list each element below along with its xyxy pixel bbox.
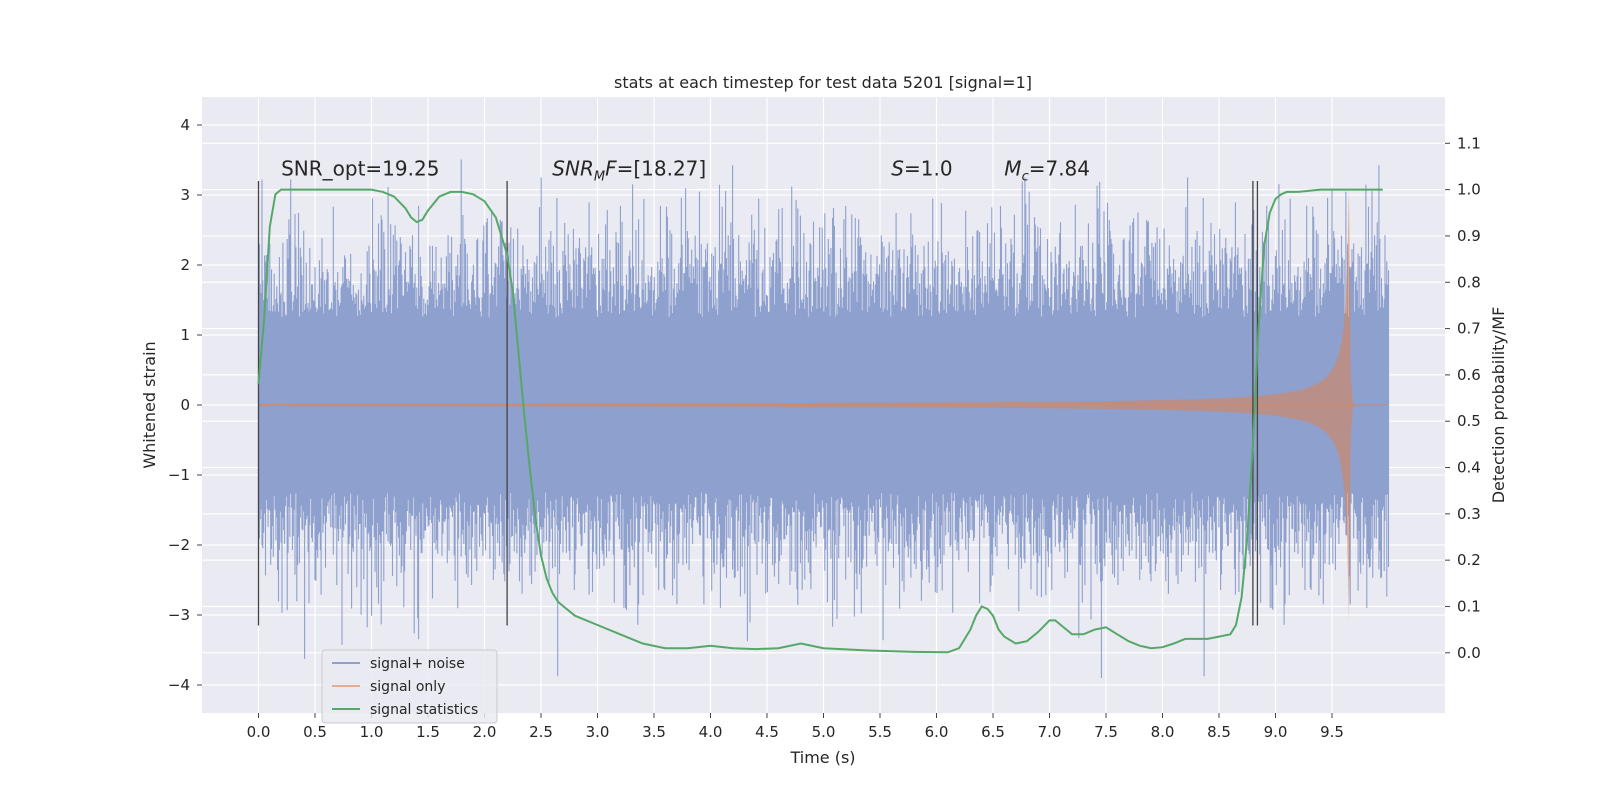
x-tick-label: 4.0 [699, 723, 723, 741]
y2-axis-ticks: 1.1 1.0 0.9 0.8 0.7 0.6 0.5 0.4 0.3 0.2 0.1 0.0 [1445, 134, 1481, 662]
x-tick-label: 0.0 [247, 723, 271, 741]
y-axis-label: Whitened strain [140, 341, 159, 468]
signal-statistics-line [257, 188, 1383, 654]
x-tick-label: 2.0 [473, 723, 497, 741]
x-tick-label: 6.0 [925, 723, 949, 741]
x-tick-label: 2.5 [529, 723, 553, 741]
annotation-3: Mc=7.84 [1004, 156, 1090, 184]
chart-title: stats at each timestep for test data 520… [614, 73, 1032, 92]
y2-tick-label: 0.1 [1457, 597, 1481, 615]
y2-axis-label: Detection probability/MF [1489, 307, 1508, 504]
x-tick-label: 8.5 [1207, 723, 1231, 741]
x-tick-label: 5.5 [868, 723, 892, 741]
y-tick-label: 1 [180, 326, 190, 344]
x-tick-label: 9.5 [1320, 723, 1344, 741]
y2-tick-label: 0.9 [1457, 227, 1481, 245]
y-tick-label: −3 [168, 606, 190, 624]
x-tick-label: 7.5 [1094, 723, 1118, 741]
y2-tick-label: 0.0 [1457, 644, 1481, 662]
y-tick-label: −2 [168, 536, 190, 554]
x-tick-label: 3.5 [642, 723, 666, 741]
y-axis-ticks: 4 3 2 1 0 −1 −2 −3 −4 [168, 116, 202, 694]
x-tick-label: 3.0 [586, 723, 610, 741]
y-tick-label: 3 [180, 186, 190, 204]
annotations: SNR_opt=19.25 SNRMF=[18.27] S=1.0 Mc=7.84 [281, 156, 1090, 184]
y-tick-label: −4 [168, 676, 190, 694]
y2-tick-label: 0.2 [1457, 551, 1481, 569]
annotation-2: S=1.0 [891, 156, 952, 180]
legend-label-signal: signal only [370, 679, 445, 695]
y2-tick-label: 0.7 [1457, 320, 1481, 338]
x-tick-label: 8.0 [1151, 723, 1175, 741]
y2-tick-label: 0.5 [1457, 412, 1481, 430]
y-tick-label: −1 [168, 466, 190, 484]
x-tick-label: 0.5 [303, 723, 327, 741]
y2-tick-label: 0.4 [1457, 459, 1481, 477]
x-axis-label: Time (s) [789, 748, 855, 767]
x-tick-label: 6.5 [981, 723, 1005, 741]
x-tick-label: 4.5 [755, 723, 779, 741]
annotation-0: SNR_opt=19.25 [281, 156, 439, 180]
signal-only-series [258, 188, 1389, 622]
legend-box [321, 649, 498, 724]
y-tick-label: 4 [180, 116, 190, 134]
y2-tick-label: 0.6 [1457, 366, 1481, 384]
legend-label-stats: signal statistics [370, 702, 478, 718]
x-tick-label: 7.0 [1038, 723, 1062, 741]
y-tick-label: 2 [180, 256, 190, 274]
x-axis-ticks: 0.0 0.5 1.0 1.5 2.0 2.5 3.0 3.5 4.0 4.5 5.0 5.5 6.0 6… [247, 713, 1344, 741]
x-tick-label: 1.0 [360, 723, 384, 741]
annotation-1: SNRMF=[18.27] [552, 156, 706, 184]
legend: signal+ noise signal only signal statist… [321, 649, 498, 724]
signal-statistics-series [257, 188, 1383, 654]
y-tick-label: 0 [180, 396, 190, 414]
x-tick-label: 1.5 [416, 723, 440, 741]
x-tick-label: 9.0 [1264, 723, 1288, 741]
legend-label-noise: signal+ noise [370, 656, 465, 672]
y2-tick-label: 0.3 [1457, 505, 1481, 523]
y2-tick-label: 1.1 [1457, 134, 1481, 152]
y2-tick-label: 1.0 [1457, 181, 1481, 199]
y2-tick-label: 0.8 [1457, 273, 1481, 291]
x-tick-label: 5.0 [812, 723, 836, 741]
